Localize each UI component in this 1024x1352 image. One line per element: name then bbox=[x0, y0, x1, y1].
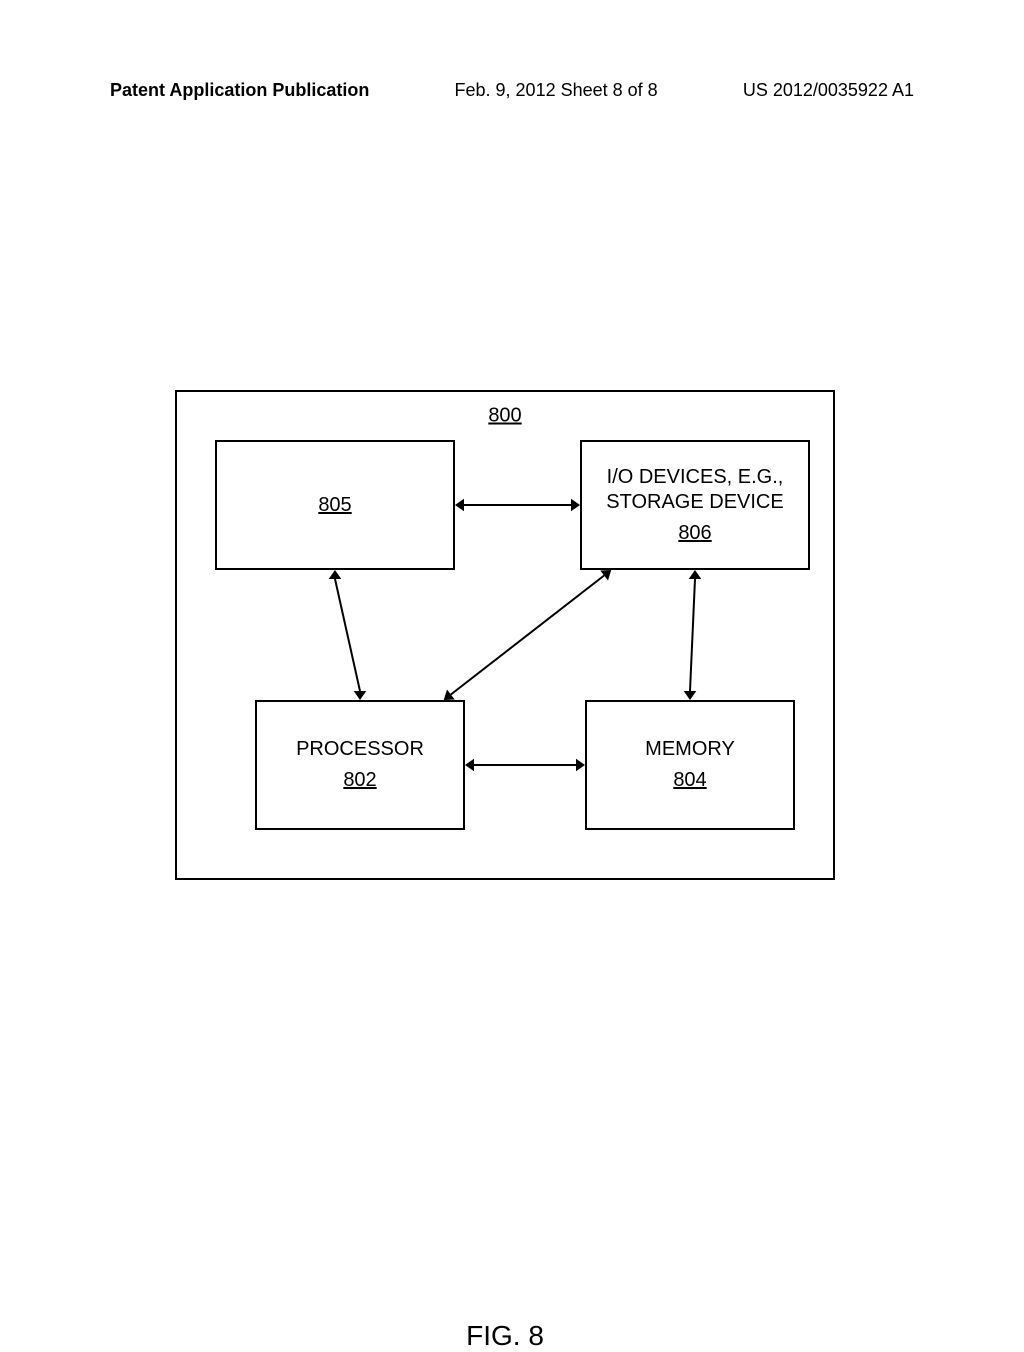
diagram: 800 805I/O DEVICES, E.G.,STORAGE DEVICE8… bbox=[175, 390, 835, 880]
header-left: Patent Application Publication bbox=[110, 80, 369, 101]
connectors-layer bbox=[175, 390, 835, 880]
figure-caption: FIG. 8 bbox=[175, 1320, 835, 1352]
page-header: Patent Application Publication Feb. 9, 2… bbox=[0, 80, 1024, 101]
header-right: US 2012/0035922 A1 bbox=[743, 80, 914, 101]
header-center: Feb. 9, 2012 Sheet 8 of 8 bbox=[455, 80, 658, 101]
